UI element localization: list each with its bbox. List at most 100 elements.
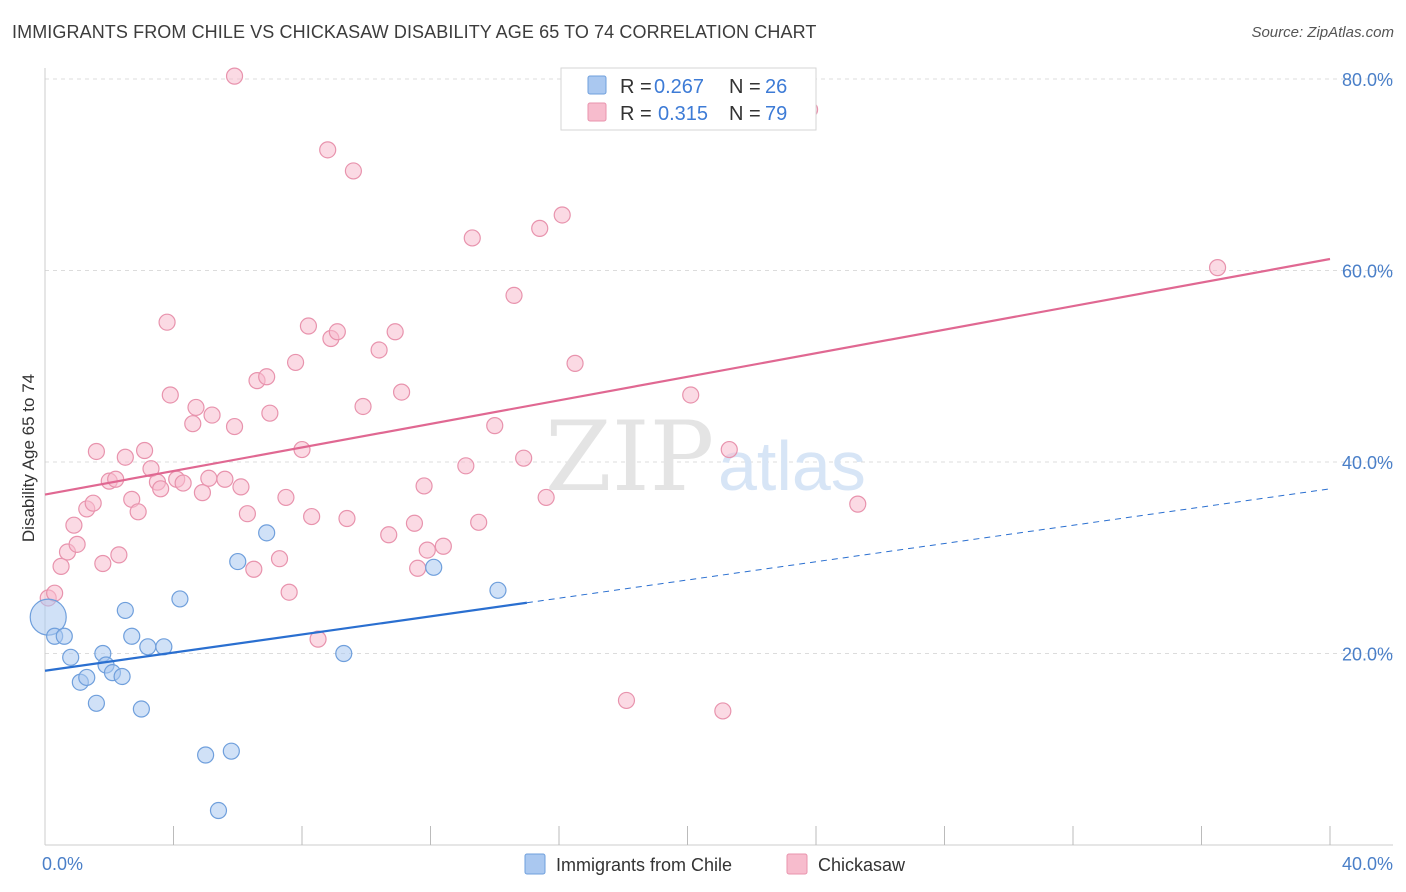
chickasaw-point [225, 417, 244, 436]
x-tick-label: 0.0% [42, 854, 83, 874]
chickasaw-point [174, 474, 192, 492]
chile-point [113, 667, 131, 686]
chickasaw-point [617, 691, 636, 710]
chickasaw-point [193, 484, 212, 502]
chile-point [62, 648, 80, 666]
chickasaw-point [714, 702, 732, 720]
tick-labels: 20.0% 40.0% 60.0% 80.0% 0.0% 40.0% [42, 70, 1393, 874]
chickasaw-point [200, 469, 218, 487]
legend-r-value-chickasaw: 0.315 [658, 103, 708, 125]
legend-n-value-chickasaw: 79 [765, 103, 787, 125]
chickasaw-point [65, 516, 83, 534]
chickasaw-point [415, 477, 433, 495]
chickasaw-trend-line [44, 257, 1331, 496]
chickasaw-point [505, 286, 523, 304]
trend-lines [44, 257, 1331, 672]
chile-point [258, 524, 276, 542]
chile-point [489, 581, 507, 599]
chile-point [197, 746, 215, 764]
chickasaw-point [68, 535, 86, 553]
watermark: ZIP atlas [545, 401, 866, 513]
legend-n-value-chile: 26 [765, 76, 787, 98]
axes [44, 68, 1393, 846]
y-tick-label: 40.0% [1342, 453, 1393, 473]
legend-n-label-chickasaw: N = [729, 103, 761, 125]
chickasaw-point [303, 507, 321, 526]
chickasaw-point [135, 441, 154, 460]
y-tick-label: 60.0% [1342, 262, 1393, 282]
chickasaw-point [370, 341, 388, 359]
chickasaw-point [84, 494, 102, 512]
legend-r-label-chickasaw: R = [620, 103, 652, 125]
series-chile-points [29, 524, 507, 820]
chickasaw-point [1208, 259, 1227, 277]
chickasaw-point [270, 550, 289, 568]
chickasaw-point [470, 513, 488, 531]
legend-n-label-chile: N = [729, 76, 761, 98]
legend-swatch-chile-bottom [524, 853, 546, 875]
chile-point [132, 700, 150, 718]
chickasaw-point [187, 398, 205, 417]
legend-swatch-chickasaw [587, 102, 607, 122]
chickasaw-point [537, 488, 555, 507]
chickasaw-point [152, 480, 170, 498]
chickasaw-point [418, 541, 436, 559]
chickasaw-point [225, 67, 244, 85]
chickasaw-point [849, 495, 867, 513]
chickasaw-point [161, 386, 179, 404]
chickasaw-point [158, 313, 176, 331]
legend-swatch-chile [587, 75, 607, 95]
legend-swatch-chickasaw-bottom [786, 853, 808, 875]
chickasaw-point [392, 383, 411, 401]
legend-label-chickasaw: Chickasaw [818, 855, 906, 875]
chile-point [229, 552, 247, 571]
chile-point [139, 638, 157, 656]
chickasaw-point [286, 353, 305, 372]
legend-r-label-chile: R = [620, 76, 652, 98]
chickasaw-point [87, 442, 106, 461]
chickasaw-point [280, 583, 298, 601]
y-tick-label: 20.0% [1342, 645, 1393, 665]
x-tick-label: 40.0% [1342, 854, 1393, 874]
chickasaw-point [277, 488, 295, 507]
chile-point [87, 694, 106, 712]
chickasaw-point [409, 559, 427, 577]
chile-point [222, 742, 240, 760]
chickasaw-point [245, 560, 263, 578]
chickasaw-point [184, 415, 202, 433]
chickasaw-point [232, 478, 250, 496]
chickasaw-point [94, 554, 112, 573]
legend-r-value-chile: 0.267 [654, 76, 704, 98]
watermark-atlas: atlas [718, 427, 866, 505]
chickasaw-point [486, 417, 504, 435]
chickasaw-point [682, 386, 700, 404]
chile-trend-extension [526, 488, 1331, 604]
chickasaw-point [261, 404, 279, 422]
chickasaw-point [238, 505, 256, 523]
chile-point [171, 590, 189, 608]
series-legend: Immigrants from Chile Chickasaw [524, 853, 906, 875]
y-tick-label: 80.0% [1342, 70, 1393, 90]
chile-point [209, 801, 228, 820]
chickasaw-point [258, 368, 276, 386]
correlation-legend: R = 0.267 N = 26 R = 0.315 N = 79 [560, 67, 817, 131]
series-chickasaw-points [39, 67, 1227, 720]
chart-title: IMMIGRANTS FROM CHILE VS CHICKASAW DISAB… [12, 22, 817, 42]
chile-point [335, 644, 353, 663]
chickasaw-point [107, 470, 125, 488]
chickasaw-point [515, 449, 533, 467]
chickasaw-point [434, 537, 452, 555]
legend-label-chile: Immigrants from Chile [556, 855, 732, 875]
chickasaw-point [299, 317, 318, 335]
chickasaw-point [457, 457, 475, 475]
chickasaw-point [553, 206, 571, 224]
chickasaw-point [566, 354, 584, 372]
chile-point [78, 668, 96, 687]
chickasaw-point [531, 219, 549, 237]
chickasaw-point [203, 406, 221, 424]
chile-point [425, 558, 443, 576]
chickasaw-point [338, 509, 356, 528]
chickasaw-point [129, 503, 147, 521]
chile-point [123, 627, 141, 645]
